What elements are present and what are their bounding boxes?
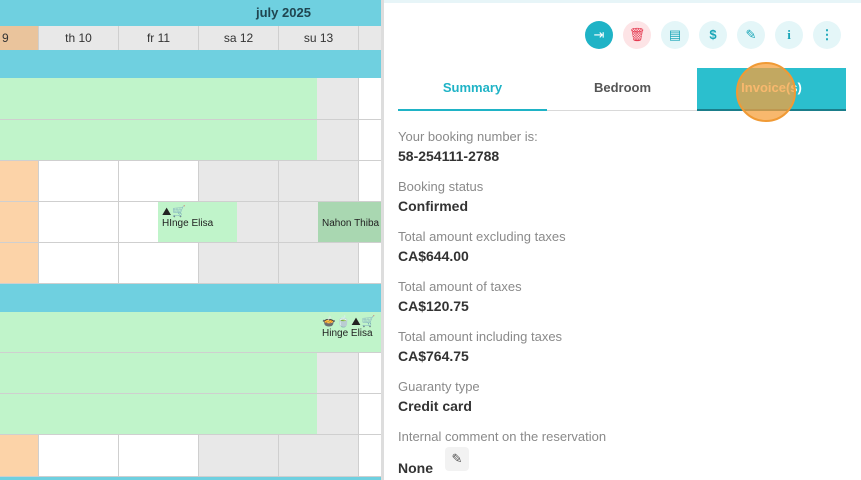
booking-number-value: 58-254111-2788: [398, 148, 500, 164]
sign-in-icon: ⇥: [593, 27, 605, 42]
booking-status-value: Confirmed: [398, 198, 468, 214]
file-icon: ▤: [668, 27, 682, 42]
reservation-guest-name: Nahon Thiba: [322, 218, 380, 229]
calendar-cell[interactable]: [0, 243, 39, 283]
booking-bar[interactable]: [0, 353, 317, 393]
edit-comment-button[interactable]: ✎: [445, 447, 469, 471]
reservation-amenity-icons: 🍲🍵⛰🛒: [322, 316, 377, 328]
calendar-row: 🍲🍵⛰🛒 Hinge Elisa: [0, 312, 381, 353]
day-header-sa12[interactable]: sa 12: [199, 26, 279, 50]
calendar-cell[interactable]: [39, 202, 119, 242]
calendar-cell[interactable]: [317, 78, 359, 119]
internal-comment-value: None: [398, 460, 433, 476]
amount-incl-taxes-label: Total amount including taxes: [398, 329, 563, 344]
calendar-row: ⛰🛒 HInge Elisa Nahon Thiba: [0, 202, 381, 243]
tab-bedroom[interactable]: Bedroom: [593, 80, 652, 95]
reservation-block[interactable]: Nahon Thiba: [318, 202, 381, 242]
amount-excl-taxes-value: CA$644.00: [398, 248, 469, 264]
reservation-block[interactable]: 🍲🍵⛰🛒 Hinge Elisa: [318, 312, 381, 352]
calendar-cell[interactable]: [119, 161, 199, 201]
calendar-cell[interactable]: [0, 161, 39, 201]
booking-bar[interactable]: [0, 78, 317, 119]
amount-excl-taxes-label: Total amount excluding taxes: [398, 229, 566, 244]
calendar-cell[interactable]: [199, 161, 279, 201]
calendar-row: [0, 120, 381, 161]
taxes-amount-label: Total amount of taxes: [398, 279, 522, 294]
delete-button[interactable]: 🗑: [623, 21, 651, 49]
calendar-month-header: july 2025: [0, 0, 381, 26]
reservation-guest-name: HInge Elisa: [162, 218, 214, 229]
calendar-cell[interactable]: [359, 161, 381, 201]
reservation-block[interactable]: ⛰🛒 HInge Elisa: [158, 202, 237, 242]
calendar-month-label: july 2025: [256, 5, 311, 20]
document-button[interactable]: ▤: [661, 21, 689, 49]
edit-icon: ✎: [745, 27, 757, 42]
calendar-row: [0, 161, 381, 202]
calendar-cell[interactable]: [359, 243, 381, 283]
calendar-cell[interactable]: [0, 202, 39, 242]
money-icon: $: [709, 27, 717, 42]
reservation-amenity-icons: ⛰🛒: [162, 206, 187, 218]
room-group-header[interactable]: [0, 284, 381, 312]
day-header-su13[interactable]: su 13: [279, 26, 359, 50]
calendar-cell[interactable]: [119, 243, 199, 283]
calendar-cell[interactable]: [359, 394, 381, 434]
calendar-cell[interactable]: [359, 120, 381, 160]
calendar-cell[interactable]: [359, 78, 381, 119]
info-button[interactable]: i: [775, 21, 803, 49]
payment-button[interactable]: $: [699, 21, 727, 49]
calendar-cell[interactable]: [279, 243, 359, 283]
amount-incl-taxes-value: CA$764.75: [398, 348, 469, 364]
calendar-row: [0, 78, 381, 120]
calendar-cell[interactable]: [279, 161, 359, 201]
guaranty-type-value: Credit card: [398, 398, 472, 414]
calendar-day-header: 9 th 10 fr 11 sa 12 su 13: [0, 26, 381, 50]
calendar-row: [0, 394, 381, 435]
day-header-next: [359, 26, 381, 50]
day-header-9[interactable]: 9: [0, 26, 39, 50]
calendar-cell[interactable]: [279, 435, 359, 476]
day-header-th10[interactable]: th 10: [39, 26, 119, 50]
calendar-cell[interactable]: [119, 435, 199, 476]
click-indicator: [736, 62, 796, 122]
internal-comment-label: Internal comment on the reservation: [398, 429, 607, 444]
info-icon: i: [787, 27, 791, 42]
panel-divider[interactable]: [381, 0, 384, 480]
calendar-cell[interactable]: [317, 120, 359, 160]
panel-top-border: [384, 0, 861, 3]
trash-icon: 🗑: [628, 27, 646, 42]
calendar-cell[interactable]: [359, 435, 381, 476]
calendar-row: [0, 435, 381, 477]
calendar-cell[interactable]: [199, 243, 279, 283]
booking-number-label: Your booking number is:: [398, 129, 538, 144]
calendar-cell[interactable]: [317, 353, 359, 393]
calendar-cell[interactable]: [317, 394, 359, 434]
day-header-fr11[interactable]: fr 11: [119, 26, 199, 50]
calendar-cell[interactable]: [39, 435, 119, 476]
more-button[interactable]: ⋮: [813, 21, 841, 49]
booking-status-label: Booking status: [398, 179, 484, 194]
edit-button[interactable]: ✎: [737, 21, 765, 49]
tab-summary[interactable]: Summary: [398, 68, 547, 111]
room-group-header[interactable]: [0, 50, 381, 78]
booking-detail-panel: ⇥ 🗑 ▤ $ ✎ i ⋮ Summary Bedroom Invoice(s)…: [384, 0, 861, 480]
taxes-amount-value: CA$120.75: [398, 298, 469, 314]
pencil-icon: ✎: [451, 451, 463, 466]
booking-bar[interactable]: [0, 120, 317, 160]
calendar-cell[interactable]: [199, 435, 279, 476]
calendar-cell[interactable]: [39, 243, 119, 283]
reservation-guest-name: Hinge Elisa: [322, 328, 373, 339]
guaranty-type-label: Guaranty type: [398, 379, 480, 394]
check-in-button[interactable]: ⇥: [585, 21, 613, 49]
calendar-cell[interactable]: [39, 161, 119, 201]
booking-bar[interactable]: [0, 394, 317, 434]
room-group-header: [0, 477, 381, 480]
calendar-row: [0, 243, 381, 284]
calendar-row: [0, 353, 381, 394]
more-vertical-icon: ⋮: [820, 27, 834, 42]
booking-calendar: july 2025 9 th 10 fr 11 sa 12 su 13 ⛰🛒: [0, 0, 381, 480]
calendar-cell[interactable]: [359, 353, 381, 393]
calendar-cell[interactable]: [0, 435, 39, 476]
booking-bar[interactable]: [0, 312, 381, 352]
